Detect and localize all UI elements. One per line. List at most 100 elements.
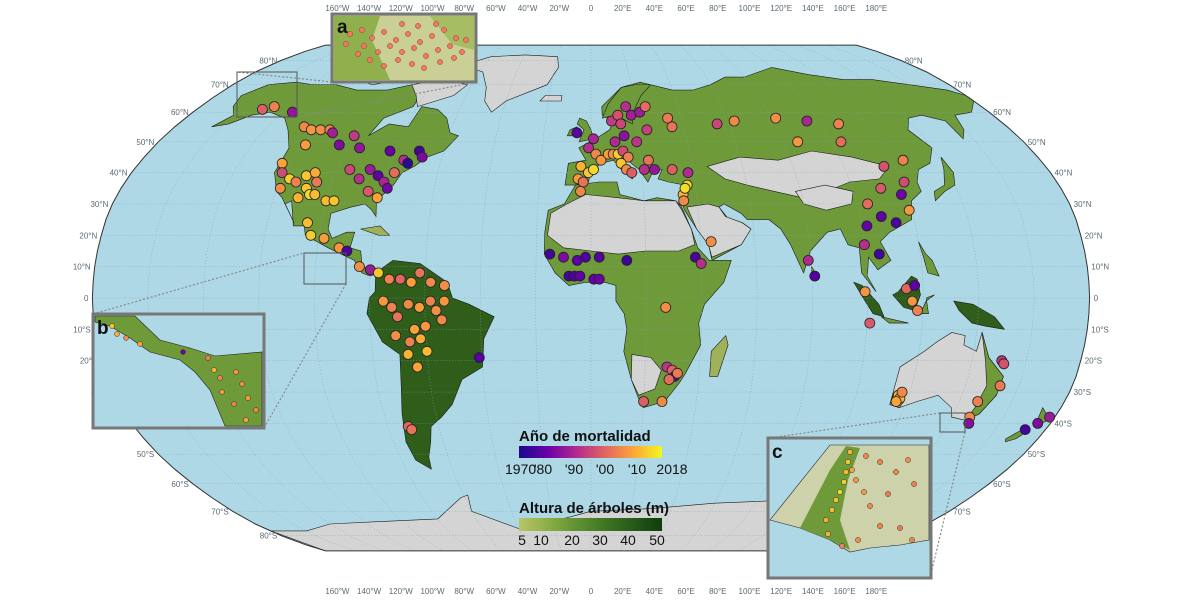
mortality-site-marker — [430, 305, 442, 316]
mortality-site-marker — [1032, 417, 1044, 429]
mortality-site-marker — [638, 396, 649, 407]
mortality-site-marker — [705, 236, 717, 248]
mortality-site-marker — [305, 229, 317, 241]
mortality-site-marker — [833, 118, 844, 130]
mortality-site-marker — [473, 352, 485, 364]
lon-label-top: 180°E — [865, 4, 887, 13]
inset-c-site-marker — [909, 537, 915, 543]
lat-label-right: 20°N — [1085, 231, 1103, 240]
lon-label-top: 20°E — [614, 4, 631, 13]
inset-b: b — [91, 252, 347, 430]
mortality-site-marker — [903, 204, 915, 216]
mortality-site-marker — [416, 151, 428, 163]
lon-label-top: 40°W — [518, 4, 538, 13]
legend-height-tick: 10 — [533, 532, 549, 548]
east-australia-forest-land — [965, 332, 1004, 421]
mortality-site-marker — [620, 101, 632, 112]
inset-a-site-marker — [393, 37, 399, 43]
inset-a-site-marker — [417, 39, 423, 45]
mortality-site-marker — [890, 396, 902, 407]
mortality-site-marker — [998, 358, 1010, 370]
inset-c-site-marker — [885, 491, 891, 497]
java-land — [881, 316, 909, 324]
mortality-site-marker — [371, 192, 383, 204]
inset-c-site-marker — [897, 525, 903, 531]
legend-mortality-colorbar — [519, 446, 662, 458]
north-america-land — [211, 81, 459, 277]
lon-label-top: 100°E — [739, 4, 761, 13]
lon-label-top: 160°E — [834, 4, 856, 13]
lat-label-right: 10°N — [1091, 263, 1109, 272]
mortality-site-marker — [660, 301, 672, 313]
lon-label-bottom: 140°W — [357, 587, 382, 596]
inset-c-site-marker — [839, 543, 845, 549]
mortality-site-marker — [327, 127, 339, 139]
mortality-site-marker — [276, 157, 288, 169]
mortality-site-marker — [859, 286, 871, 298]
mortality-site-marker — [438, 295, 450, 307]
sahara-land — [547, 194, 696, 255]
mortality-site-marker — [906, 295, 918, 307]
lon-label-bottom: 180°E — [865, 587, 887, 596]
mortality-site-marker — [413, 301, 425, 313]
meridian-line — [369, 45, 474, 551]
inset-a-site-marker — [399, 21, 405, 27]
legend-height: Altura de árboles (m) 5 10 20 30 40 50 — [518, 500, 669, 548]
mortality-site-marker — [593, 251, 605, 263]
mortality-site-marker — [792, 136, 804, 148]
inset-c-content — [769, 444, 930, 553]
inset-b-site-marker — [211, 367, 217, 373]
mortality-site-marker — [639, 101, 651, 112]
mortality-site-marker — [580, 251, 591, 263]
mortality-site-marker — [663, 374, 675, 385]
inset-b-site-marker — [231, 401, 237, 407]
inset-a-site-marker — [415, 23, 421, 29]
lon-label-bottom: 60°E — [677, 587, 694, 596]
inset-b-site-marker — [123, 335, 129, 341]
mortality-sites — [256, 101, 1055, 436]
mortality-site-marker — [641, 124, 653, 136]
lat-label-right: 10°S — [1091, 325, 1108, 334]
inset-c-site-marker — [843, 469, 849, 475]
mortality-site-marker — [622, 151, 634, 163]
lat-label-right: 20°S — [1085, 357, 1102, 366]
mortality-site-marker — [994, 380, 1006, 392]
mortality-site-marker — [861, 220, 873, 232]
mortality-site-marker — [859, 239, 870, 251]
inset-a-site-marker — [423, 53, 429, 59]
mortality-site-marker — [311, 176, 323, 188]
mortality-site-marker — [328, 195, 340, 207]
mortality-site-marker — [377, 295, 389, 307]
meridian-line — [424, 45, 503, 551]
mortality-site-marker — [1019, 424, 1031, 436]
inset-b-site-marker — [137, 341, 143, 347]
lon-label-bottom: 80°E — [709, 587, 726, 596]
mortality-site-marker — [571, 127, 583, 139]
inset-a-site-marker — [343, 41, 349, 47]
lat-label-left: 10°S — [73, 325, 90, 334]
mortality-site-marker — [662, 112, 673, 124]
mortality-site-marker — [897, 154, 909, 166]
arabia-desert-land — [686, 203, 752, 258]
mortality-site-marker — [896, 386, 908, 398]
inset-c-site-marker — [855, 537, 861, 543]
inset-c-site-marker — [825, 531, 831, 537]
mortality-site-marker — [354, 142, 366, 154]
mortality-site-marker — [728, 115, 740, 127]
lat-label-right: 80°N — [905, 56, 923, 65]
lat-label-left: 40°N — [110, 169, 128, 178]
mortality-site-marker — [364, 164, 376, 175]
legend-mortality-tick: 1970 — [505, 461, 536, 477]
inset-a-site-marker — [399, 49, 405, 55]
mortality-site-marker — [972, 396, 984, 407]
mortality-site-marker — [421, 345, 433, 357]
inset-a-site-marker — [463, 37, 469, 43]
mortality-site-marker — [896, 189, 907, 200]
inset-c: c — [766, 412, 966, 580]
mortality-site-marker — [809, 270, 821, 282]
inset-a-site-marker — [405, 31, 411, 37]
lon-label-bottom: 20°E — [614, 587, 631, 596]
lon-label-bottom: 0 — [589, 587, 594, 596]
lat-label-left: 30°N — [90, 200, 108, 209]
inset-c-site-marker — [849, 467, 855, 473]
